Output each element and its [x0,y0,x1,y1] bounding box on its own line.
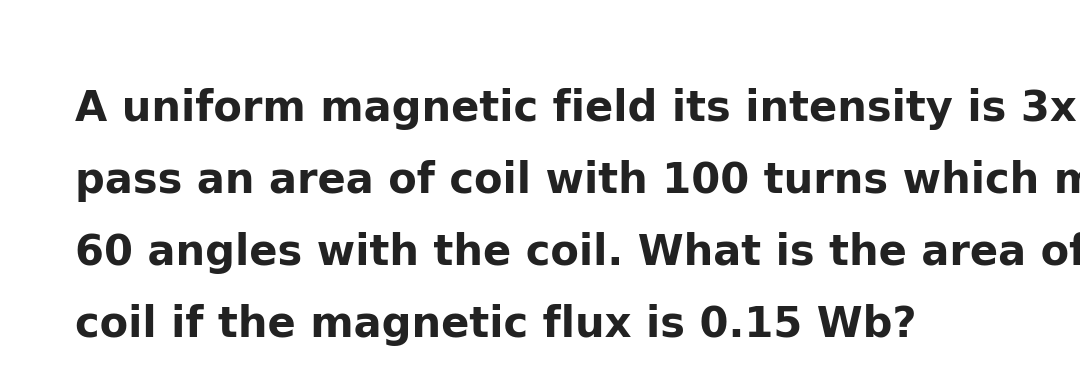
Text: 60 angles with the coil. What is the area of the: 60 angles with the coil. What is the are… [75,232,1080,274]
Text: A uniform magnetic field its intensity is 3x10-3 T: A uniform magnetic field its intensity i… [75,88,1080,130]
Text: pass an area of coil with 100 turns which makes: pass an area of coil with 100 turns whic… [75,160,1080,202]
Text: coil if the magnetic flux is 0.15 Wb?: coil if the magnetic flux is 0.15 Wb? [75,304,917,346]
